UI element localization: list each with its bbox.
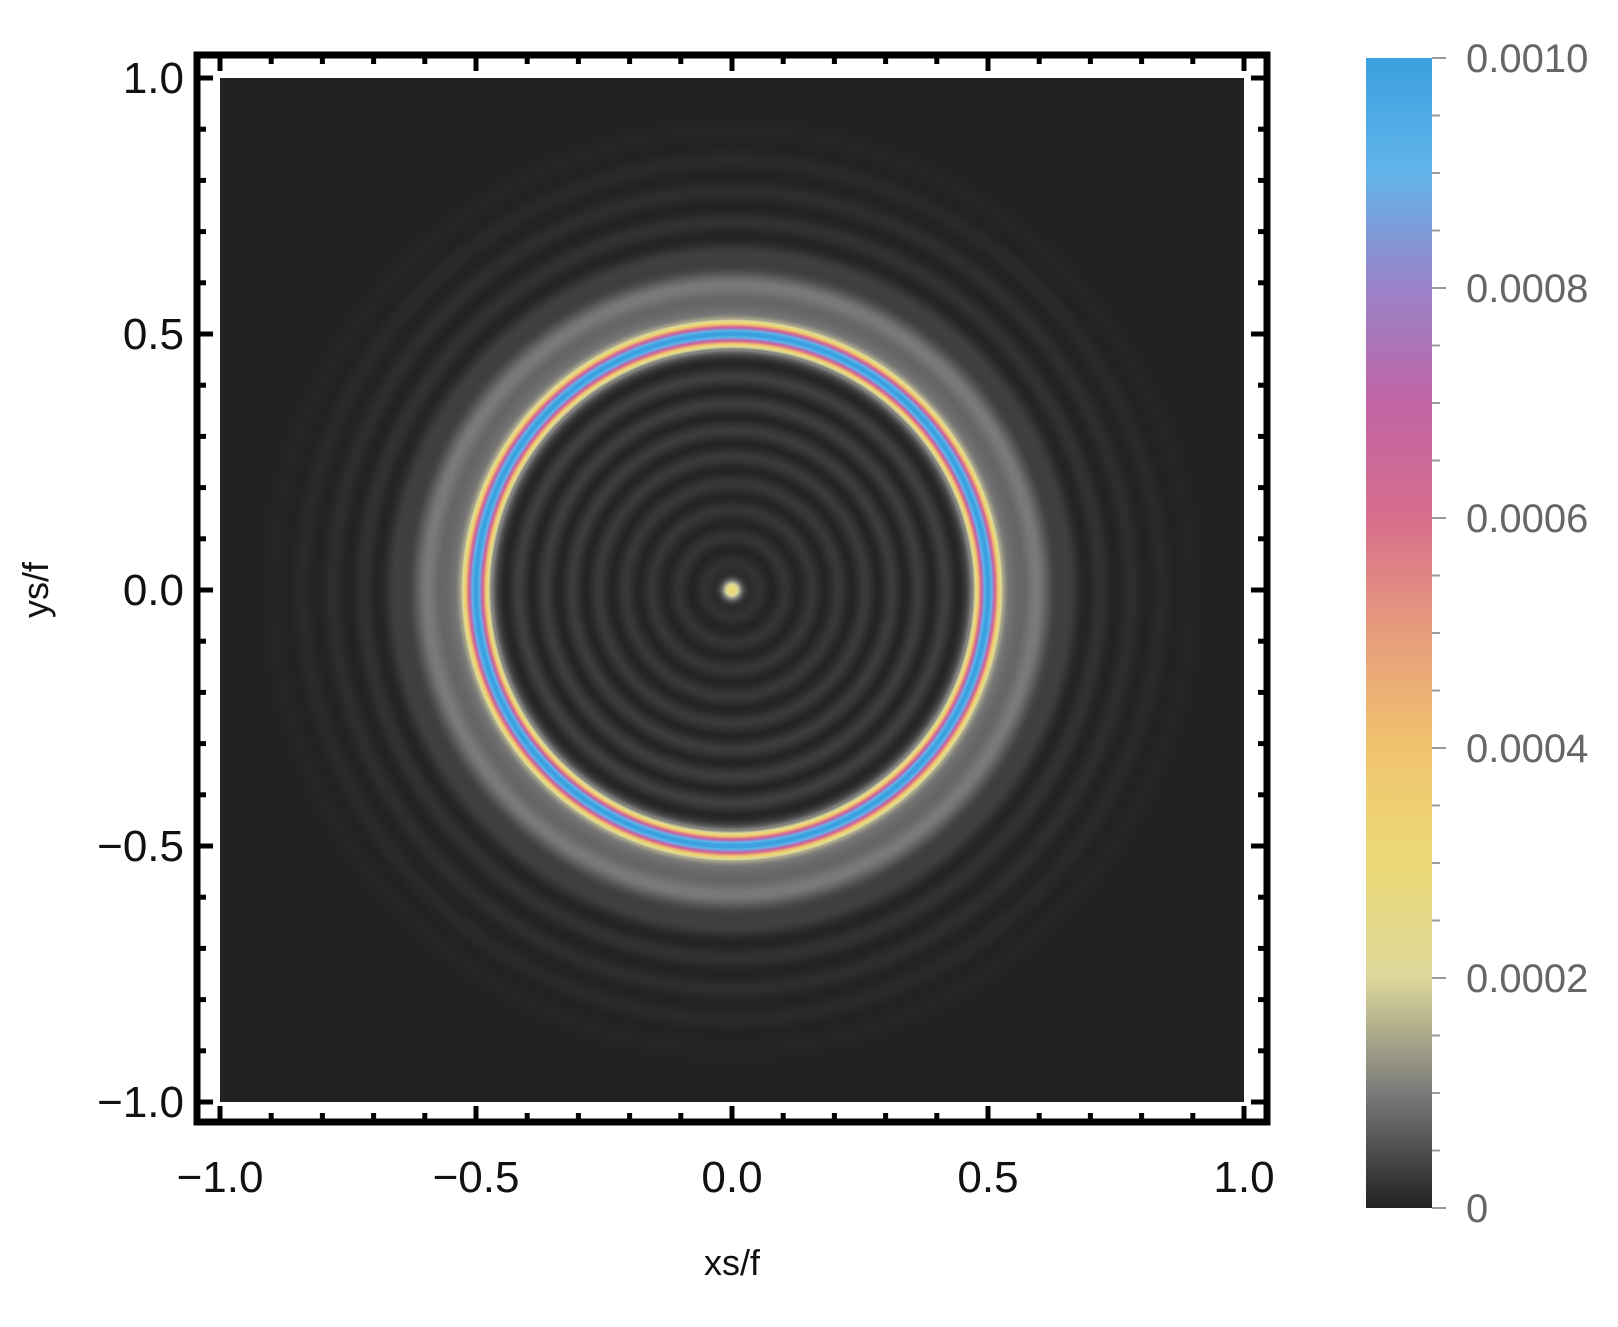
y-tick-label: 0.0 [123,566,184,615]
colorbar-tick-label: 0.0002 [1466,957,1588,1001]
y-tick-label: 0.5 [123,310,184,359]
y-axis-title: ys/f [15,561,56,618]
colorbar-tick-label: 0.0010 [1466,37,1588,81]
y-tick-label: −0.5 [97,822,184,871]
x-axis-title: xs/f [704,1242,761,1283]
x-tick-label: 1.0 [1213,1153,1274,1202]
x-tick-labels: −1.0 −0.5 0.0 0.5 1.0 [177,1153,1275,1202]
frame-ticks [197,55,1267,1122]
y-tick-label: 1.0 [123,54,184,103]
x-tick-label: 0.0 [701,1153,762,1202]
colorbar-tick-labels: 0 0.0002 0.0004 0.0006 0.0008 0.0010 [1466,37,1588,1231]
colorbar-ticks [1432,57,1446,1209]
x-tick-label: 0.5 [957,1153,1018,1202]
colorbar [1366,58,1432,1208]
colorbar-tick-label: 0 [1466,1187,1488,1231]
y-tick-labels: −1.0 −0.5 0.0 0.5 1.0 [97,54,184,1127]
colorbar-tick-label: 0.0008 [1466,267,1588,311]
x-tick-label: −1.0 [177,1153,264,1202]
y-tick-label: −1.0 [97,1078,184,1127]
heatmap-field [220,78,1244,1102]
colorbar-tick-label: 0.0006 [1466,497,1588,541]
colorbar-tick-label: 0.0004 [1466,727,1588,771]
x-tick-label: −0.5 [433,1153,520,1202]
